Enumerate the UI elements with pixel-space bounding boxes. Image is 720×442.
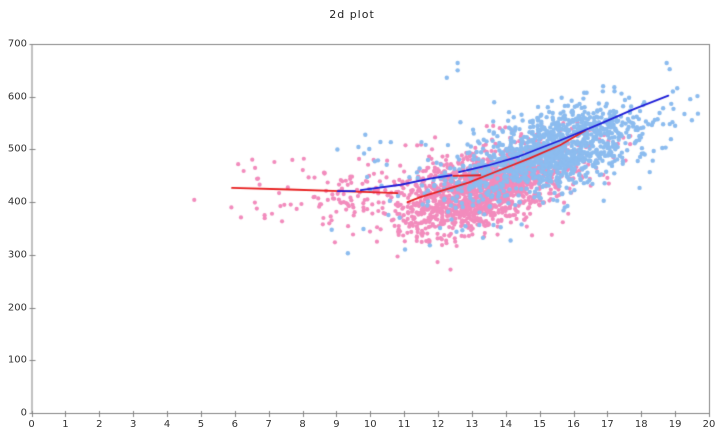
y-tick-label: 400 [7,196,27,208]
chart-title: 2d plot [329,8,375,21]
x-tick-label: 9 [333,419,340,430]
y-tick-label: 300 [7,249,27,261]
x-tick-label: 4 [163,419,171,430]
x-tick-label: 10 [363,419,377,430]
y-tick-label: 0 [20,407,27,419]
x-tick-label: 16 [567,419,580,430]
x-tick-label: 1 [62,419,69,430]
x-tick-label: 0 [28,419,35,430]
y-tick-label: 500 [7,143,27,155]
x-tick-label: 20 [702,419,716,430]
x-tick-label: 11 [397,419,411,430]
y-tick-label: 200 [7,302,27,314]
x-tick-label: 3 [129,419,137,430]
x-tick-label: 15 [533,419,546,430]
y-tick-label: 100 [7,354,27,366]
x-tick-label: 7 [265,419,272,430]
x-tick-label: 12 [431,419,445,430]
x-tick-label: 2 [96,419,103,430]
y-tick-label: 700 [7,38,27,50]
x-tick-label: 5 [197,419,205,430]
x-tick-label: 13 [465,419,479,430]
x-tick-label: 8 [299,419,306,430]
x-tick-label: 6 [231,419,238,430]
y-tick-label: 600 [7,91,27,103]
x-tick-label: 14 [499,419,513,430]
x-tick-label: 18 [634,419,648,430]
x-tick-label: 19 [668,419,682,430]
x-tick-label: 17 [601,419,614,430]
